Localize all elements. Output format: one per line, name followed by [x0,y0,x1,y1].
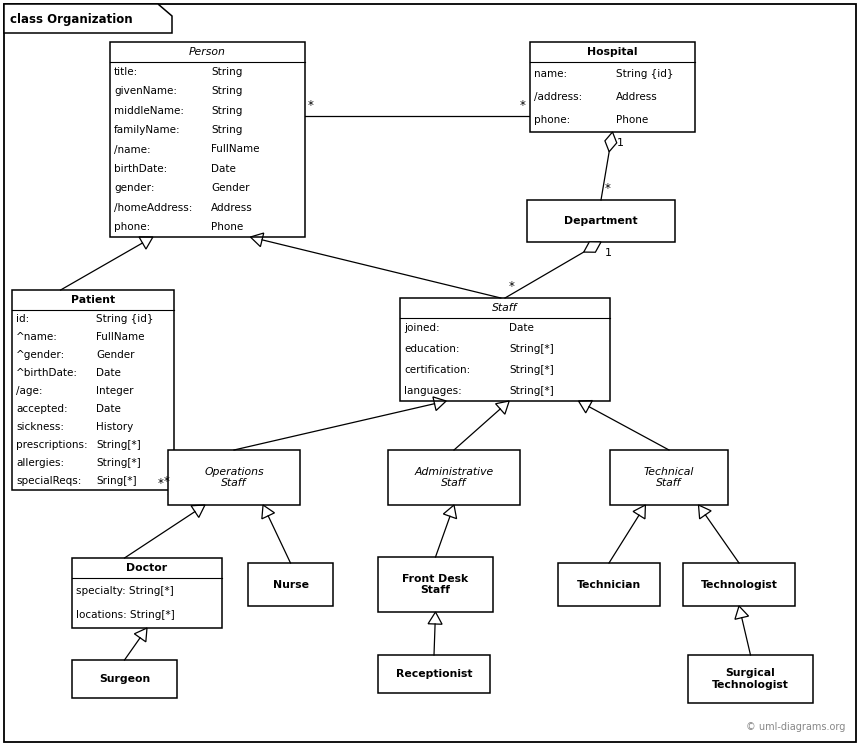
Text: Department: Department [564,216,638,226]
Bar [248,563,333,606]
Text: Receptionist: Receptionist [396,669,472,679]
Text: ^name:: ^name: [16,332,58,342]
Text: givenName:: givenName: [114,86,177,96]
Text: String: String [212,125,243,135]
Polygon shape [584,242,601,252]
Text: Phone: Phone [212,223,243,232]
Bar [12,290,174,490]
Text: Gender: Gender [96,350,135,360]
Text: Integer: Integer [96,386,134,396]
Text: FullName: FullName [96,332,144,342]
Text: *: * [605,182,611,195]
Text: certification:: certification: [404,365,470,375]
Text: accepted:: accepted: [16,404,68,414]
Text: Administrative
Staff: Administrative Staff [415,467,494,489]
Text: id:: id: [16,314,29,324]
Text: String: String [212,66,243,77]
Polygon shape [4,4,172,33]
Text: 1: 1 [617,138,624,148]
Text: Nurse: Nurse [273,580,309,589]
Text: String {id}: String {id} [616,69,673,78]
Text: Date: Date [509,323,534,333]
Text: String[*]: String[*] [96,458,141,468]
Bar [688,655,813,703]
Text: Sring[*]: Sring[*] [96,476,137,486]
Text: FullName: FullName [212,144,260,155]
Text: class Organization: class Organization [10,13,132,25]
Text: familyName:: familyName: [114,125,181,135]
Text: 1: 1 [605,248,612,258]
Bar [378,557,493,612]
Text: Surgeon: Surgeon [99,674,150,684]
Text: Technical
Staff: Technical Staff [644,467,694,489]
Text: *: * [308,99,314,112]
Text: Date: Date [96,368,121,378]
Text: String {id}: String {id} [96,314,154,324]
Text: /age:: /age: [16,386,42,396]
Text: gender:: gender: [114,184,155,193]
Text: History: History [96,422,133,432]
Bar [558,563,660,606]
Text: *: * [520,99,525,112]
Text: Address: Address [212,203,253,213]
Bar [683,563,795,606]
Text: middleName:: middleName: [114,105,184,116]
Text: Staff: Staff [492,303,518,313]
Text: education:: education: [404,344,459,354]
Text: Patient: Patient [71,295,115,305]
Text: © uml-diagrams.org: © uml-diagrams.org [746,722,845,732]
Text: Technologist: Technologist [701,580,777,589]
Bar [168,450,300,505]
Text: Person: Person [189,47,226,57]
Text: specialty: String[*]: specialty: String[*] [76,586,174,595]
Text: /homeAddress:: /homeAddress: [114,203,193,213]
Text: Address: Address [616,92,658,102]
Text: String[*]: String[*] [96,440,141,450]
Text: Front Desk
Staff: Front Desk Staff [402,574,469,595]
Text: Gender: Gender [212,184,250,193]
Text: ^gender:: ^gender: [16,350,65,360]
Text: languages:: languages: [404,385,462,396]
Bar [72,558,222,628]
Text: String: String [212,105,243,116]
Text: phone:: phone: [114,223,150,232]
Text: Technician: Technician [577,580,641,589]
Polygon shape [605,132,617,152]
Text: prescriptions:: prescriptions: [16,440,88,450]
Bar [527,200,675,242]
Bar [378,655,490,693]
Text: phone:: phone: [534,115,570,125]
Text: Doctor: Doctor [126,563,168,573]
Text: *: * [164,475,170,488]
Text: /address:: /address: [534,92,582,102]
Text: String[*]: String[*] [509,344,554,354]
Text: ^birthDate:: ^birthDate: [16,368,78,378]
Text: Date: Date [212,164,237,174]
Text: Phone: Phone [616,115,648,125]
Text: *: * [158,477,164,490]
Text: joined:: joined: [404,323,439,333]
Text: String[*]: String[*] [509,385,554,396]
Text: specialReqs:: specialReqs: [16,476,82,486]
Bar [610,450,728,505]
Bar [110,42,305,237]
Text: *: * [509,280,515,293]
Text: Surgical
Technologist: Surgical Technologist [712,669,789,689]
Text: Date: Date [96,404,121,414]
Text: Hospital: Hospital [587,47,638,57]
Text: /name:: /name: [114,144,150,155]
Text: Operations
Staff: Operations Staff [204,467,264,489]
Text: title:: title: [114,66,138,77]
Text: String: String [212,86,243,96]
Bar [400,298,610,401]
Text: birthDate:: birthDate: [114,164,167,174]
Text: sickness:: sickness: [16,422,64,432]
Bar [72,660,177,698]
Text: locations: String[*]: locations: String[*] [76,610,175,621]
Bar [530,42,695,132]
Bar [388,450,520,505]
Text: String[*]: String[*] [509,365,554,375]
Text: name:: name: [534,69,567,78]
Text: allergies:: allergies: [16,458,64,468]
